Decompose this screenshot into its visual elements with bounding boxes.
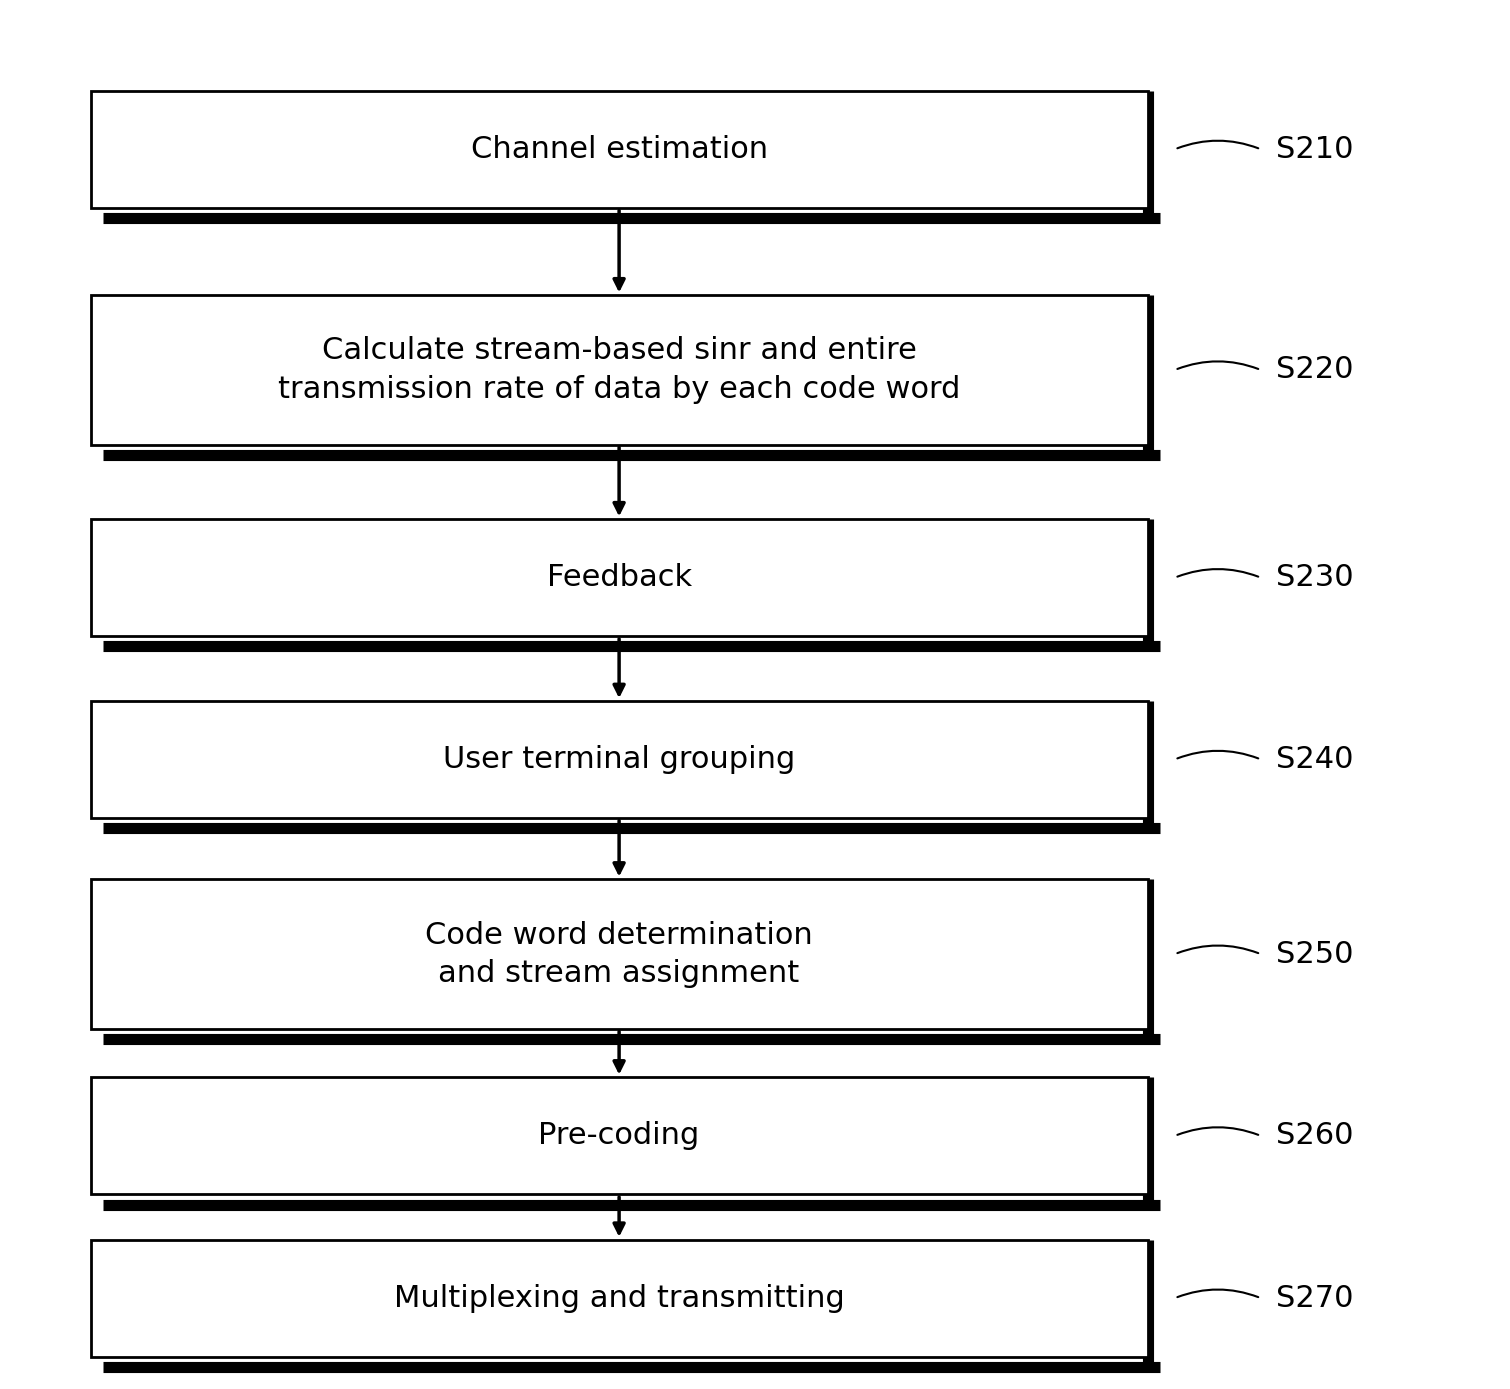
Text: S210: S210	[1276, 135, 1353, 164]
Bar	[91, 296, 1148, 444]
Text: S220: S220	[1276, 356, 1353, 385]
Text: S250: S250	[1276, 939, 1353, 968]
Text: Multiplexing and transmitting: Multiplexing and transmitting	[394, 1283, 844, 1313]
Bar	[91, 1078, 1148, 1195]
Text: User terminal grouping: User terminal grouping	[442, 745, 796, 774]
Bar	[91, 90, 1148, 208]
Text: S240: S240	[1276, 745, 1353, 774]
Text: Code word determination
and stream assignment: Code word determination and stream assig…	[426, 921, 812, 988]
Text: Feedback: Feedback	[547, 563, 692, 592]
Text: S270: S270	[1276, 1283, 1353, 1313]
Bar	[91, 519, 1148, 636]
Bar	[91, 879, 1148, 1029]
Text: S260: S260	[1276, 1121, 1353, 1150]
Text: Calculate stream-based sinr and entire
transmission rate of data by each code wo: Calculate stream-based sinr and entire t…	[278, 336, 960, 404]
Text: Pre-coding: Pre-coding	[539, 1121, 699, 1150]
Bar	[91, 701, 1148, 818]
Text: Channel estimation: Channel estimation	[471, 135, 767, 164]
Text: S230: S230	[1276, 563, 1353, 592]
Bar	[91, 1240, 1148, 1357]
